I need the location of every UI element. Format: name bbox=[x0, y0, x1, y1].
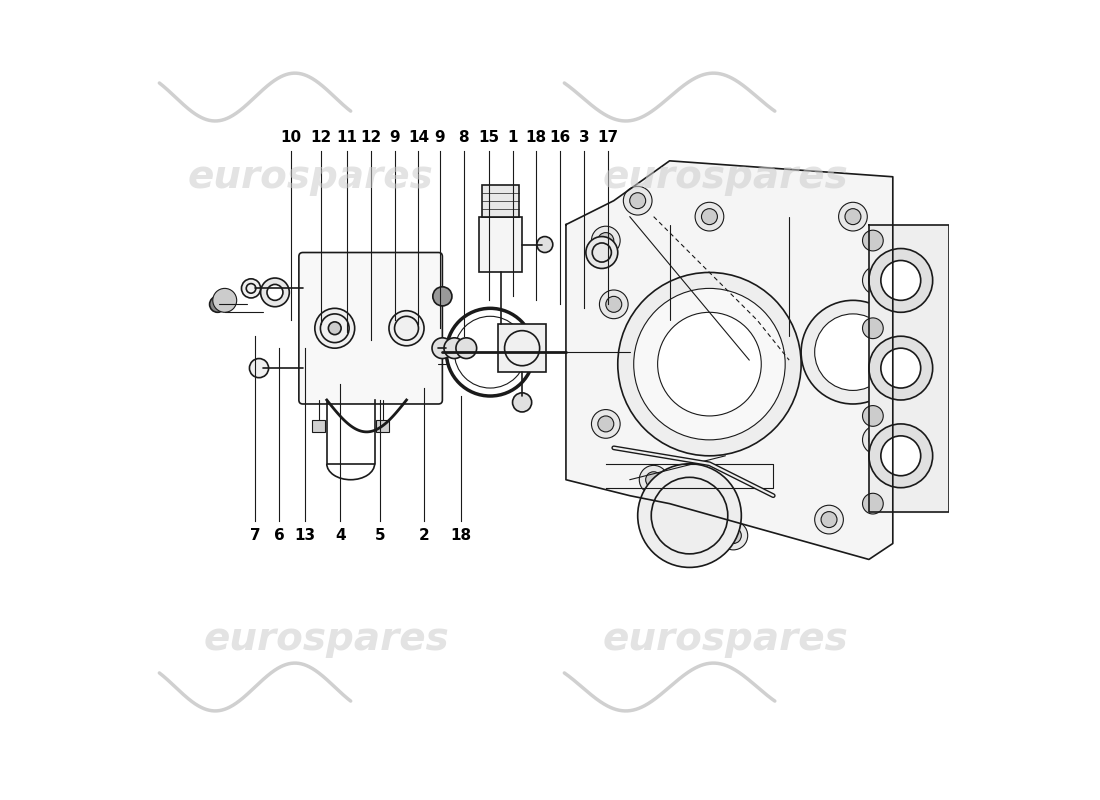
Circle shape bbox=[597, 416, 614, 432]
Text: 11: 11 bbox=[337, 130, 358, 145]
Circle shape bbox=[212, 288, 236, 312]
Text: 13: 13 bbox=[295, 527, 316, 542]
Circle shape bbox=[862, 406, 883, 426]
Text: 18: 18 bbox=[450, 527, 471, 542]
Circle shape bbox=[639, 466, 668, 494]
Circle shape bbox=[821, 512, 837, 527]
Bar bbox=[482, 185, 519, 217]
Text: 15: 15 bbox=[478, 130, 499, 145]
Circle shape bbox=[242, 279, 261, 298]
Circle shape bbox=[881, 436, 921, 476]
Circle shape bbox=[315, 308, 354, 348]
Circle shape bbox=[838, 202, 867, 231]
Circle shape bbox=[869, 424, 933, 488]
Circle shape bbox=[862, 426, 891, 454]
Text: 3: 3 bbox=[579, 130, 590, 145]
Circle shape bbox=[592, 410, 620, 438]
Circle shape bbox=[862, 266, 891, 294]
Circle shape bbox=[869, 249, 933, 312]
Text: 4: 4 bbox=[336, 527, 345, 542]
Circle shape bbox=[600, 290, 628, 318]
Circle shape bbox=[444, 338, 464, 358]
Circle shape bbox=[845, 209, 861, 225]
Bar bbox=[498, 324, 546, 372]
Circle shape bbox=[329, 322, 341, 334]
Circle shape bbox=[815, 314, 891, 390]
Text: 12: 12 bbox=[310, 130, 332, 145]
Circle shape bbox=[815, 506, 844, 534]
Circle shape bbox=[801, 300, 905, 404]
Circle shape bbox=[537, 237, 553, 253]
Circle shape bbox=[862, 318, 883, 338]
Text: eurospares: eurospares bbox=[188, 158, 433, 196]
Text: eurospares: eurospares bbox=[603, 620, 848, 658]
Text: 18: 18 bbox=[525, 130, 547, 145]
Polygon shape bbox=[869, 225, 948, 512]
Circle shape bbox=[862, 494, 883, 514]
Circle shape bbox=[513, 393, 531, 412]
Text: eurospares: eurospares bbox=[603, 158, 848, 196]
Circle shape bbox=[597, 233, 614, 249]
Text: eurospares: eurospares bbox=[204, 620, 450, 658]
Circle shape bbox=[432, 286, 452, 306]
Circle shape bbox=[869, 336, 933, 400]
Text: 6: 6 bbox=[274, 527, 284, 542]
Circle shape bbox=[455, 338, 476, 358]
Text: 9: 9 bbox=[389, 130, 400, 145]
Circle shape bbox=[432, 338, 453, 358]
Polygon shape bbox=[565, 161, 893, 559]
Circle shape bbox=[586, 237, 618, 269]
Circle shape bbox=[881, 348, 921, 388]
Circle shape bbox=[606, 296, 621, 312]
Circle shape bbox=[389, 310, 424, 346]
Circle shape bbox=[869, 273, 884, 288]
Circle shape bbox=[261, 278, 289, 306]
Text: 5: 5 bbox=[375, 527, 385, 542]
Bar bbox=[376, 420, 389, 432]
Text: 16: 16 bbox=[550, 130, 571, 145]
Text: 10: 10 bbox=[280, 130, 301, 145]
FancyBboxPatch shape bbox=[299, 253, 442, 404]
Text: 9: 9 bbox=[434, 130, 446, 145]
Circle shape bbox=[638, 464, 741, 567]
Circle shape bbox=[629, 193, 646, 209]
Text: 7: 7 bbox=[250, 527, 261, 542]
Circle shape bbox=[592, 226, 620, 255]
Text: 2: 2 bbox=[419, 527, 429, 542]
Circle shape bbox=[862, 230, 883, 251]
Circle shape bbox=[719, 521, 748, 550]
Circle shape bbox=[250, 358, 268, 378]
Circle shape bbox=[624, 186, 652, 215]
Circle shape bbox=[658, 312, 761, 416]
Circle shape bbox=[646, 472, 661, 488]
Circle shape bbox=[695, 202, 724, 231]
Circle shape bbox=[869, 432, 884, 448]
Text: 17: 17 bbox=[597, 130, 619, 145]
Circle shape bbox=[702, 209, 717, 225]
Circle shape bbox=[634, 288, 785, 440]
Circle shape bbox=[618, 273, 801, 456]
Circle shape bbox=[267, 285, 283, 300]
Circle shape bbox=[210, 296, 225, 312]
Text: 1: 1 bbox=[507, 130, 518, 145]
Bar bbox=[312, 420, 326, 432]
Circle shape bbox=[725, 527, 741, 543]
Text: 8: 8 bbox=[459, 130, 470, 145]
Bar bbox=[478, 217, 522, 273]
Text: 14: 14 bbox=[408, 130, 429, 145]
Circle shape bbox=[881, 261, 921, 300]
Text: 12: 12 bbox=[360, 130, 382, 145]
